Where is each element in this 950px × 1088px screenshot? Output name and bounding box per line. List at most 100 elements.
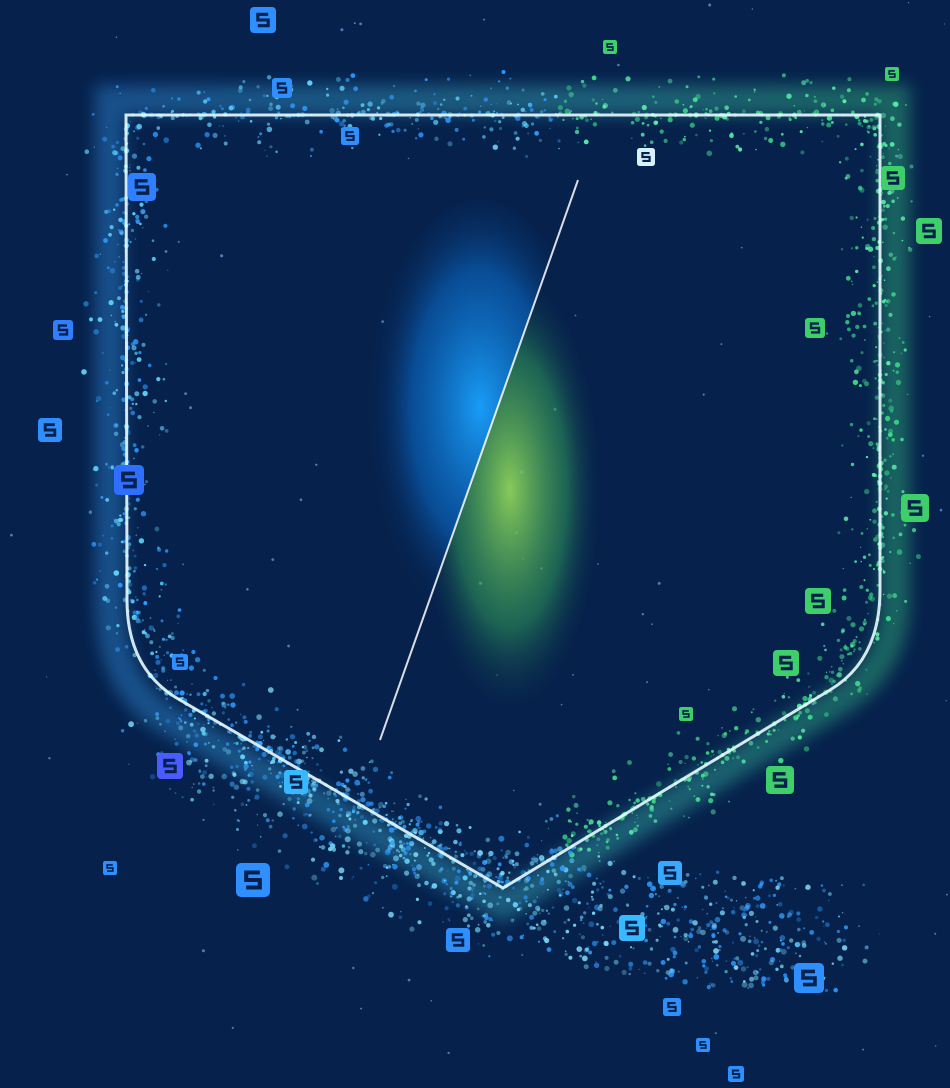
particle	[155, 712, 160, 717]
particle	[688, 919, 694, 924]
particle	[824, 712, 829, 717]
particle	[249, 120, 253, 123]
particle	[523, 895, 528, 900]
particle	[218, 125, 221, 127]
particle	[189, 722, 194, 727]
star	[895, 154, 898, 158]
particle	[628, 798, 631, 802]
particle	[882, 152, 885, 155]
particle	[455, 903, 460, 908]
particle	[202, 691, 207, 697]
particle	[725, 960, 728, 963]
particle	[512, 919, 515, 921]
particle	[448, 847, 451, 850]
particle	[186, 693, 189, 695]
particle	[566, 838, 572, 844]
particle	[668, 752, 673, 757]
particle	[109, 268, 116, 274]
particle	[496, 102, 498, 105]
particle	[287, 797, 292, 801]
particle	[846, 88, 851, 93]
particle	[94, 253, 99, 259]
particle	[221, 773, 227, 780]
particle	[755, 920, 759, 923]
particle	[275, 150, 278, 154]
particle	[287, 749, 291, 753]
particle	[799, 130, 803, 134]
particle	[848, 651, 853, 656]
particle	[786, 93, 792, 99]
particle	[883, 356, 885, 359]
particle	[687, 785, 690, 788]
particle	[101, 352, 104, 354]
particle	[591, 98, 595, 102]
particle	[438, 869, 442, 873]
particle	[659, 129, 664, 134]
particle	[713, 948, 719, 954]
particle	[488, 850, 494, 857]
particle	[543, 98, 547, 102]
particle	[858, 641, 861, 644]
particle	[875, 178, 880, 183]
particle	[104, 209, 109, 214]
particle	[510, 918, 515, 923]
particle	[97, 542, 102, 547]
particle	[454, 850, 458, 854]
particle	[780, 132, 784, 136]
icon	[38, 418, 62, 442]
particle	[437, 829, 443, 835]
particle	[744, 905, 750, 911]
particle	[417, 920, 422, 925]
particle	[270, 734, 276, 740]
particle	[660, 918, 667, 925]
particle	[115, 172, 119, 176]
particle	[888, 405, 894, 412]
particle	[598, 860, 601, 862]
particle	[637, 110, 640, 114]
particle	[530, 883, 535, 888]
particle	[854, 369, 859, 375]
particle	[592, 122, 598, 127]
particle	[113, 518, 119, 524]
particle	[670, 807, 673, 810]
particle	[851, 333, 856, 338]
particle	[410, 841, 413, 844]
particle	[335, 835, 337, 838]
particle	[543, 109, 547, 112]
particle	[796, 911, 801, 916]
icon	[341, 127, 359, 145]
particle	[208, 773, 214, 779]
particle	[601, 886, 604, 889]
particle	[492, 110, 496, 113]
particle	[112, 391, 117, 396]
particle	[186, 759, 192, 766]
particle	[345, 850, 350, 855]
particle	[301, 823, 308, 830]
particle	[223, 773, 225, 776]
particle	[893, 351, 896, 354]
particle	[205, 776, 208, 778]
particle	[116, 624, 120, 628]
particle	[237, 749, 241, 753]
particle	[738, 932, 742, 936]
particle	[741, 981, 748, 988]
particle	[493, 110, 495, 112]
particle	[413, 852, 419, 858]
particle	[397, 816, 402, 820]
particle	[692, 97, 698, 103]
particle	[889, 455, 892, 458]
particle	[875, 636, 880, 641]
particle	[741, 109, 746, 114]
particle	[863, 338, 867, 342]
particle	[627, 760, 632, 765]
particle	[512, 863, 515, 867]
star	[708, 688, 710, 691]
star	[46, 676, 48, 678]
particle	[164, 549, 169, 553]
particle	[780, 948, 787, 955]
particle	[872, 265, 876, 270]
particle	[846, 616, 852, 621]
particle	[181, 696, 184, 700]
particle	[360, 103, 365, 107]
particle	[262, 739, 265, 742]
